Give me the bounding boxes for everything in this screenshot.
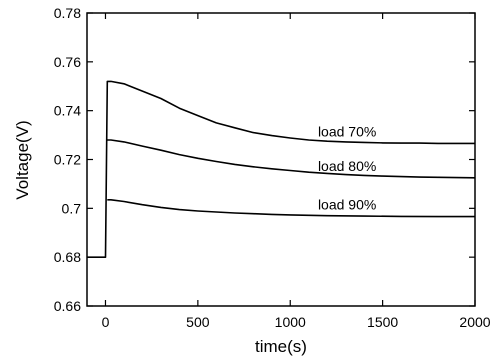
series-label-2: load 80% bbox=[318, 158, 376, 174]
y-tick-label: 0.78 bbox=[54, 5, 81, 21]
x-axis-title: time(s) bbox=[255, 337, 307, 356]
x-tick-label: 1000 bbox=[275, 314, 306, 330]
series-lines bbox=[87, 80, 476, 259]
series-labels: load 70% load 80% load 90% bbox=[318, 123, 376, 212]
x-tick-label: 2000 bbox=[459, 314, 490, 330]
y-tick-label: 0.76 bbox=[54, 54, 81, 70]
y-tick-label: 0.74 bbox=[54, 103, 81, 119]
y-axis-ticks: 0.66 0.68 0.7 0.72 0.74 0.76 0.78 bbox=[54, 5, 475, 314]
y-tick-label: 0.7 bbox=[62, 200, 82, 216]
series-line-1 bbox=[87, 80, 475, 259]
plot-frame bbox=[86, 12, 476, 307]
y-tick-label: 0.68 bbox=[54, 249, 81, 265]
series-label-3: load 90% bbox=[318, 197, 376, 213]
x-tick-label: 500 bbox=[186, 314, 210, 330]
x-axis-ticks: 0 500 1000 1500 2000 bbox=[102, 13, 491, 330]
y-axis-title: Voltage(V) bbox=[13, 120, 32, 199]
series-line-2 bbox=[107, 139, 476, 179]
x-tick-label: 0 bbox=[102, 314, 110, 330]
y-tick-label: 0.66 bbox=[54, 298, 81, 314]
y-tick-label: 0.72 bbox=[54, 152, 81, 168]
x-tick-label: 1500 bbox=[367, 314, 398, 330]
series-label-1: load 70% bbox=[318, 123, 376, 139]
series-line-3 bbox=[107, 199, 475, 218]
